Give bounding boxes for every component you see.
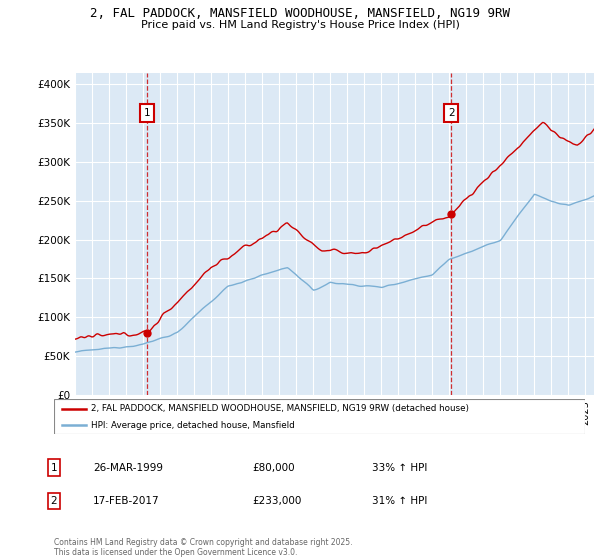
Text: 33% ↑ HPI: 33% ↑ HPI [372,463,427,473]
Text: 17-FEB-2017: 17-FEB-2017 [93,496,160,506]
Text: 1: 1 [143,108,150,118]
Text: 2: 2 [50,496,58,506]
Text: Price paid vs. HM Land Registry's House Price Index (HPI): Price paid vs. HM Land Registry's House … [140,20,460,30]
Text: 31% ↑ HPI: 31% ↑ HPI [372,496,427,506]
Text: HPI: Average price, detached house, Mansfield: HPI: Average price, detached house, Mans… [91,421,295,430]
Text: 26-MAR-1999: 26-MAR-1999 [93,463,163,473]
Text: 2, FAL PADDOCK, MANSFIELD WOODHOUSE, MANSFIELD, NG19 9RW: 2, FAL PADDOCK, MANSFIELD WOODHOUSE, MAN… [90,7,510,20]
Text: £80,000: £80,000 [252,463,295,473]
Text: £233,000: £233,000 [252,496,301,506]
Text: 1: 1 [50,463,58,473]
Text: 2, FAL PADDOCK, MANSFIELD WOODHOUSE, MANSFIELD, NG19 9RW (detached house): 2, FAL PADDOCK, MANSFIELD WOODHOUSE, MAN… [91,404,469,413]
Text: 2: 2 [448,108,455,118]
Text: Contains HM Land Registry data © Crown copyright and database right 2025.
This d: Contains HM Land Registry data © Crown c… [54,538,353,557]
